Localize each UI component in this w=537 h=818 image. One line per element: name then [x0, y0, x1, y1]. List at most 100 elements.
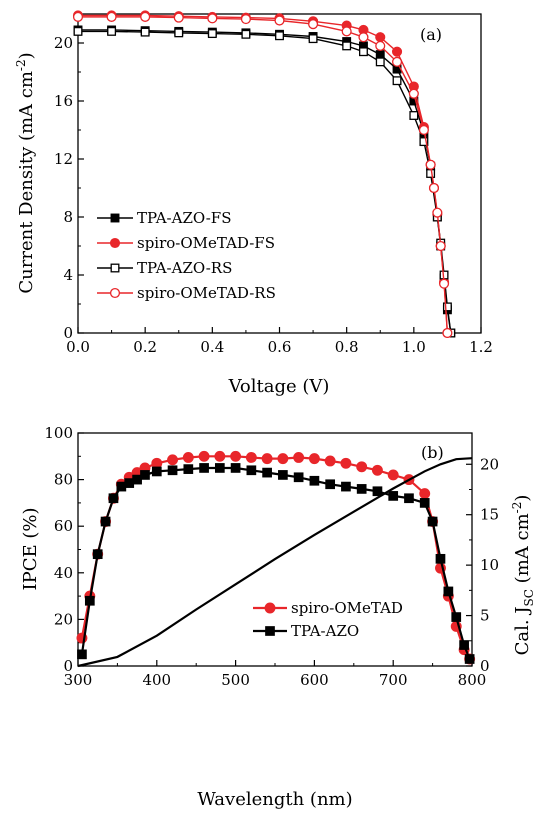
- data-point-spiro-ometad-rs: [391, 56, 403, 67]
- data-point-tpa-azo: [116, 481, 127, 492]
- panel-a-legend: TPA-AZO-FS spiro-OMeTAD-FS TPA-AZO-RS spiro…: [97, 209, 276, 302]
- data-point-spiro-ometad-rs: [240, 14, 251, 25]
- data-point-tpa-azo: [167, 465, 178, 476]
- data-point-tpa-azo: [372, 486, 383, 497]
- data-point-spiro-ometad-rs: [207, 13, 218, 24]
- panel-a-jv-curves: 0.0 0.2 0.4 0.6 0.8 1.0 1.2 0 4 8 12 16 20 (a) Volta…: [14, 10, 493, 397]
- panel-a-x-axis-title: Voltage (V): [228, 376, 330, 397]
- legend-label: TPA-AZO-RS: [137, 259, 232, 277]
- data-point-spiro-ometad-rs: [439, 278, 450, 289]
- x-tick-label: 0.8: [335, 338, 359, 356]
- data-point-spiro-ometad: [340, 457, 352, 469]
- data-point-spiro-ometad-rs: [140, 11, 151, 22]
- data-point-spiro-ometad-rs: [72, 11, 84, 22]
- y-tick-label: 40: [54, 564, 73, 582]
- data-point-spiro-ometad-rs: [341, 26, 352, 37]
- data-point-tpa-azo-rs: [107, 26, 117, 36]
- data-point-spiro-ometad-rs: [425, 159, 436, 170]
- data-point-tpa-azo: [435, 553, 446, 564]
- x-tick-label: 700: [379, 671, 408, 689]
- data-point-tpa-azo: [230, 463, 241, 473]
- data-point-spiro-ometad: [371, 464, 383, 476]
- data-point-tpa-azo-rs: [375, 57, 385, 67]
- panel-b-label: (b): [421, 443, 444, 462]
- x-tick-label: 600: [300, 671, 329, 689]
- data-point-spiro-ometad-fs: [375, 32, 386, 43]
- data-point-tpa-azo: [199, 463, 209, 473]
- y-tick-label: 8: [63, 208, 73, 226]
- legend-label: spiro-OMeTAD: [291, 599, 403, 617]
- data-point-spiro-ometad-rs: [442, 327, 453, 339]
- data-point-tpa-azo-rs: [207, 29, 217, 39]
- panel-b-y2-title-sup: -2: [510, 502, 524, 514]
- legend-label: TPA-AZO-FS: [137, 209, 231, 227]
- y2-tick-label: 10: [480, 556, 499, 574]
- data-point-spiro-ometad: [419, 488, 431, 500]
- data-point-spiro-ometad: [387, 469, 399, 481]
- data-point-spiro-ometad: [245, 452, 257, 463]
- data-point-spiro-ometad-rs: [106, 11, 117, 22]
- y2-tick-label: 15: [480, 506, 499, 524]
- y-tick-label: 20: [54, 610, 73, 628]
- panel-a-y-axis-title: Current Density (mA cm-2): [14, 52, 37, 293]
- data-point-spiro-ometad-rs: [408, 88, 419, 99]
- panel-a-y-axis-title-tail: ): [16, 52, 37, 59]
- data-point-tpa-azo-rs: [419, 137, 429, 147]
- data-point-spiro-ometad-rs: [418, 124, 429, 136]
- panel-b-legend: spiro-OMeTAD TPA-AZO: [253, 599, 403, 640]
- data-point-spiro-ometad: [293, 452, 305, 463]
- data-point-tpa-azo-rs: [359, 47, 368, 57]
- data-point-tpa-azo-rs: [73, 26, 83, 36]
- panel-a-ticks: 0.0 0.2 0.4 0.6 0.8 1.0 1.2 0 4 8 12 16 20: [54, 34, 493, 356]
- x-tick-label: 300: [64, 671, 93, 689]
- data-point-tpa-azo-rs: [241, 29, 251, 39]
- y-tick-label: 0: [63, 324, 73, 342]
- data-point-tpa-azo: [388, 491, 399, 501]
- y-tick-label: 16: [54, 92, 73, 110]
- data-point-spiro-ometad: [182, 452, 194, 463]
- data-point-spiro-ometad-rs: [432, 207, 443, 218]
- data-point-tpa-azo: [464, 654, 475, 664]
- legend-marker: [109, 237, 121, 249]
- data-point-tpa-azo: [77, 649, 87, 660]
- panel-a-y-axis-title-sup: -2: [14, 59, 28, 71]
- panel-b-x-axis-title: Wavelength (nm): [197, 789, 352, 810]
- x-tick-label: 800: [458, 671, 487, 689]
- data-point-tpa-azo-rs: [426, 169, 436, 178]
- data-point-tpa-azo: [132, 474, 142, 485]
- data-point-tpa-azo: [214, 463, 225, 473]
- panel-a-y-axis-title-main: Current Density (mA cm: [16, 71, 37, 294]
- data-point-tpa-azo: [140, 470, 150, 480]
- data-point-tpa-azo-rs: [442, 302, 452, 312]
- data-point-spiro-ometad: [324, 455, 336, 467]
- y-tick-label: 80: [54, 471, 73, 489]
- y-tick-label: 0: [63, 657, 73, 675]
- data-point-tpa-azo-rs: [275, 31, 284, 41]
- legend-marker: [110, 213, 120, 223]
- data-point-tpa-azo-rs: [308, 34, 318, 44]
- data-point-tpa-azo: [246, 465, 257, 476]
- data-point-tpa-azo: [183, 464, 194, 474]
- data-point-spiro-ometad: [308, 453, 320, 465]
- data-point-spiro-ometad-rs: [274, 15, 285, 26]
- x-tick-label: 0.4: [200, 338, 224, 356]
- x-tick-label: 0.2: [133, 338, 157, 356]
- panel-b-y2-title-tail: ): [512, 495, 533, 502]
- data-point-spiro-ometad-rs: [173, 12, 184, 23]
- data-point-spiro-ometad: [277, 453, 289, 465]
- data-point-tpa-azo: [427, 516, 438, 527]
- data-point-spiro-ometad: [198, 450, 210, 462]
- data-point-tpa-azo: [451, 612, 462, 622]
- data-point-tpa-azo: [443, 586, 454, 597]
- data-point-spiro-ometad-rs: [435, 240, 446, 252]
- data-point-tpa-azo-rs: [409, 111, 419, 120]
- data-point-spiro-ometad: [167, 454, 179, 466]
- data-point-tpa-azo: [404, 493, 414, 504]
- data-point-spiro-ometad-rs: [375, 40, 386, 51]
- data-point-tpa-azo: [459, 640, 469, 650]
- y2-tick-label: 20: [480, 455, 499, 473]
- data-point-tpa-azo: [262, 467, 272, 478]
- x-tick-label: 0.0: [66, 338, 90, 356]
